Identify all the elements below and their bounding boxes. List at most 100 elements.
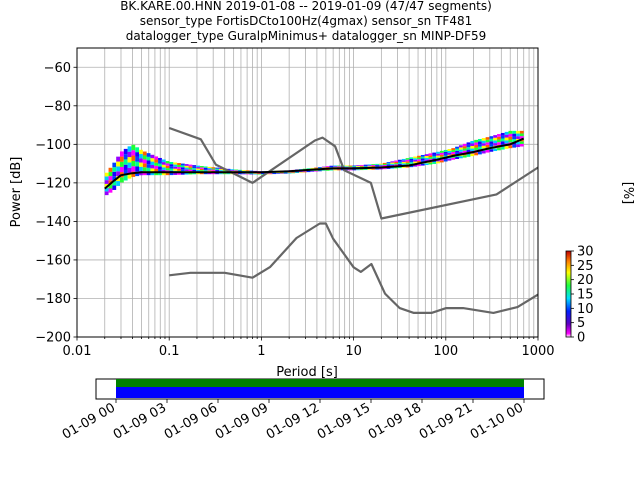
density-cell xyxy=(314,170,319,171)
density-cell xyxy=(485,144,490,148)
density-cell xyxy=(462,155,467,158)
y-tick-label: −100 xyxy=(35,138,71,153)
density-cell xyxy=(420,158,425,161)
density-cell xyxy=(177,163,181,166)
y-tick-label: −160 xyxy=(35,253,71,268)
density-cell xyxy=(192,168,197,170)
y-tick-label: −80 xyxy=(44,99,71,114)
density-cell xyxy=(447,152,452,155)
density-cell xyxy=(154,159,159,163)
x-axis-ticks: 0.01 0.1 1 10 100 1000 xyxy=(63,337,555,359)
density-cell xyxy=(302,168,307,170)
density-cell xyxy=(142,167,147,172)
density-cell xyxy=(367,166,372,168)
density-cell xyxy=(420,154,425,157)
density-cell xyxy=(413,161,418,164)
density-cell xyxy=(325,169,330,171)
density-cell xyxy=(504,137,509,141)
density-cell xyxy=(260,173,265,175)
density-cell xyxy=(432,154,437,157)
density-cell xyxy=(104,187,109,192)
density-cell xyxy=(489,143,494,147)
density-cell xyxy=(260,173,265,174)
colorbar-tick-label: 30 xyxy=(577,245,594,260)
density-cell xyxy=(295,171,300,173)
density-cell xyxy=(119,151,124,157)
density-cell xyxy=(188,164,193,167)
density-cell xyxy=(519,136,524,139)
density-cell xyxy=(131,144,136,151)
density-cell xyxy=(443,149,448,152)
density-cell xyxy=(139,154,143,159)
density-cell xyxy=(394,163,399,165)
density-cell xyxy=(359,165,364,167)
timeline-tick-label: 01-09 03 xyxy=(111,400,169,442)
density-cell xyxy=(245,173,250,175)
density-cell xyxy=(409,157,414,159)
density-cell xyxy=(230,170,235,171)
density-cell xyxy=(219,173,223,175)
density-cell xyxy=(112,162,117,168)
density-cell xyxy=(161,167,166,170)
density-cell xyxy=(291,171,296,173)
density-cell xyxy=(169,164,174,167)
density-cell xyxy=(508,139,513,143)
density-cell xyxy=(428,155,433,158)
density-cell xyxy=(356,169,360,171)
density-cell xyxy=(253,170,258,172)
density-cell xyxy=(485,137,490,140)
density-cell xyxy=(314,167,319,169)
density-cell xyxy=(405,162,410,165)
density-cell xyxy=(508,133,513,137)
colorbar-tick-label: 10 xyxy=(577,302,594,317)
density-cell xyxy=(287,172,292,174)
density-cell xyxy=(192,165,197,167)
density-cell xyxy=(455,156,459,159)
density-cell xyxy=(321,167,326,169)
density-cell xyxy=(310,171,315,172)
density-cell xyxy=(112,171,117,177)
density-cell xyxy=(390,167,395,169)
density-cell xyxy=(443,153,448,156)
density-cell xyxy=(493,143,498,146)
density-cell xyxy=(245,172,250,174)
density-cell xyxy=(139,162,143,167)
density-cell xyxy=(112,180,117,186)
density-cell xyxy=(241,170,246,172)
density-cell xyxy=(268,172,273,174)
density-cell xyxy=(485,150,490,153)
density-cell xyxy=(497,139,501,143)
density-cell xyxy=(146,153,151,157)
density-cell xyxy=(180,165,185,168)
density-cell xyxy=(207,168,212,170)
density-cell xyxy=(394,160,399,162)
density-cell xyxy=(359,169,364,171)
density-cell xyxy=(504,146,509,149)
density-cell xyxy=(428,162,433,165)
density-cell xyxy=(375,165,379,167)
density-cell xyxy=(420,163,425,166)
density-cell xyxy=(481,145,486,149)
density-cell xyxy=(451,148,456,151)
density-cell xyxy=(230,169,235,171)
density-cell xyxy=(192,166,197,169)
density-cell xyxy=(295,172,300,173)
density-cell xyxy=(382,164,387,167)
y-tick-label: −60 xyxy=(44,61,71,76)
y-axis-label: Power [dB] xyxy=(9,157,24,228)
x-axis-label: Period [s] xyxy=(276,365,338,380)
density-cell xyxy=(158,172,162,176)
colorbar-tick-label: 25 xyxy=(577,259,594,274)
density-cell xyxy=(196,165,200,168)
density-cell xyxy=(161,164,166,168)
density-cell xyxy=(398,161,402,163)
density-cell xyxy=(466,154,471,157)
density-cell xyxy=(119,177,124,183)
density-cell xyxy=(493,135,498,138)
density-cell xyxy=(462,146,467,149)
density-cell xyxy=(466,149,471,153)
density-cell xyxy=(337,166,341,168)
density-cell xyxy=(432,152,437,155)
density-cell xyxy=(348,169,353,171)
